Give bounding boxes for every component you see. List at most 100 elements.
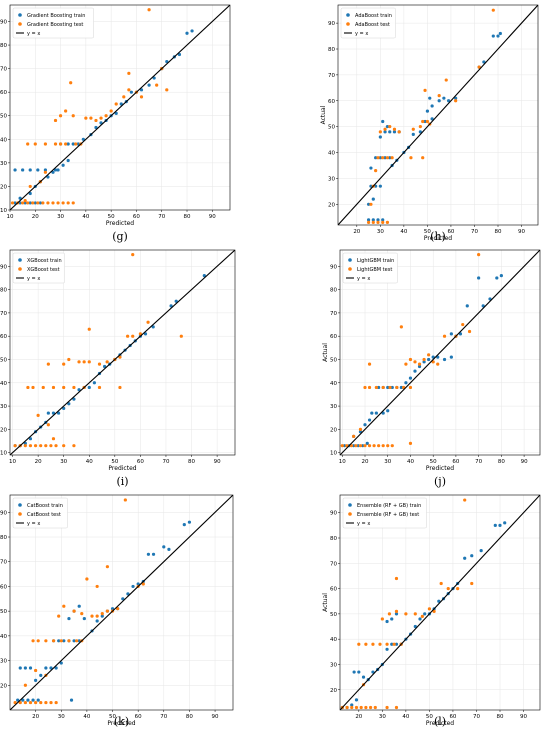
data-point xyxy=(44,639,48,643)
data-point xyxy=(59,639,63,643)
data-point xyxy=(28,700,33,705)
data-point xyxy=(385,642,389,646)
y-tick-label: 60 xyxy=(330,587,337,593)
data-point xyxy=(26,698,30,702)
x-tick-label: 20 xyxy=(355,714,362,720)
x-tick-label: 40 xyxy=(407,459,414,465)
data-point xyxy=(64,109,68,113)
data-point xyxy=(425,119,430,124)
data-point xyxy=(413,612,417,616)
data-point xyxy=(49,444,53,448)
data-point xyxy=(46,362,50,366)
data-point xyxy=(394,576,399,581)
data-point xyxy=(34,668,38,673)
data-point xyxy=(33,201,37,205)
y-tick-label: 70 xyxy=(0,311,7,317)
y-axis-label: Actual xyxy=(322,593,329,612)
legend-dot-marker xyxy=(18,267,22,271)
data-point xyxy=(461,322,465,327)
data-point xyxy=(367,385,372,390)
y-tick-label: 60 xyxy=(330,334,337,340)
x-axis-label: Predicted xyxy=(426,720,454,727)
data-point xyxy=(56,411,61,415)
data-point xyxy=(503,521,507,525)
data-point xyxy=(72,397,76,401)
data-point xyxy=(31,201,35,205)
data-point xyxy=(61,201,65,205)
data-point xyxy=(129,90,133,94)
data-point xyxy=(28,444,33,448)
data-point xyxy=(151,552,156,556)
data-point xyxy=(399,385,403,390)
data-point xyxy=(53,142,58,146)
x-tick-label: 70 xyxy=(471,229,478,235)
data-point xyxy=(43,170,48,174)
data-point xyxy=(46,423,50,427)
data-point xyxy=(127,88,131,92)
x-tick-label: 50 xyxy=(108,214,115,220)
data-point xyxy=(463,556,467,560)
data-point xyxy=(385,647,389,651)
data-point xyxy=(417,362,422,366)
data-point xyxy=(376,218,380,222)
data-point xyxy=(13,444,17,448)
data-point xyxy=(399,325,403,329)
legend: XGBoost train XGBoost test y = x xyxy=(12,252,65,284)
data-point xyxy=(28,201,32,205)
legend-dot-marker xyxy=(18,13,22,17)
panel-i: 10 20 30 40 50 60 70 80 90 10 20 30 40 50 60 70 80 90 Pred… xyxy=(0,249,236,488)
data-point xyxy=(66,158,70,163)
data-point xyxy=(482,60,486,64)
data-point xyxy=(57,639,61,643)
data-point xyxy=(13,168,17,172)
x-tick-label: 90 xyxy=(212,714,219,720)
panel-h: 20 30 40 50 60 70 80 90 20 30 40 50 60 70 80 90 Predicte… xyxy=(320,4,539,243)
data-point xyxy=(62,362,66,366)
data-point xyxy=(44,700,48,705)
y-tick-label: 60 xyxy=(0,90,7,96)
data-point xyxy=(94,118,98,123)
data-point xyxy=(162,545,166,549)
data-point xyxy=(72,444,76,448)
data-point xyxy=(41,385,45,390)
data-point xyxy=(28,184,32,189)
data-point xyxy=(381,444,385,448)
data-point xyxy=(179,334,183,338)
data-point xyxy=(21,168,25,172)
x-tick-label: 80 xyxy=(497,714,504,720)
data-point xyxy=(418,130,422,134)
x-tick-label: 90 xyxy=(521,459,528,465)
data-point xyxy=(54,444,58,448)
data-point xyxy=(33,142,37,146)
legend-entry: y = x xyxy=(27,276,40,282)
legend-box xyxy=(12,497,68,529)
legend-entry: y = x xyxy=(27,31,40,37)
x-tick-label: 60 xyxy=(133,214,140,220)
data-point xyxy=(56,201,60,205)
data-point xyxy=(23,441,27,445)
data-point xyxy=(66,201,70,205)
data-point xyxy=(388,130,392,134)
data-point xyxy=(425,109,430,113)
y-tick-label: 20 xyxy=(330,427,337,433)
data-point xyxy=(89,116,93,120)
legend-dot-marker xyxy=(18,22,22,26)
axes-frame xyxy=(9,494,234,711)
data-point xyxy=(131,253,135,257)
data-point xyxy=(383,130,387,134)
data-point xyxy=(395,385,399,390)
data-point xyxy=(437,93,441,98)
data-point xyxy=(51,411,56,415)
x-tick-label: 20 xyxy=(32,214,39,220)
legend-box xyxy=(12,252,65,284)
data-point xyxy=(95,614,99,618)
data-point xyxy=(439,581,443,586)
grid-lines xyxy=(338,5,538,225)
x-tick-label: 60 xyxy=(447,229,454,235)
x-tick-label: 40 xyxy=(86,459,93,465)
x-tick-label: 80 xyxy=(184,214,191,220)
data-point xyxy=(94,125,98,130)
legend-entry: CatBoost test xyxy=(27,512,61,518)
data-point xyxy=(378,130,382,134)
y-tick-label: 50 xyxy=(0,114,7,120)
